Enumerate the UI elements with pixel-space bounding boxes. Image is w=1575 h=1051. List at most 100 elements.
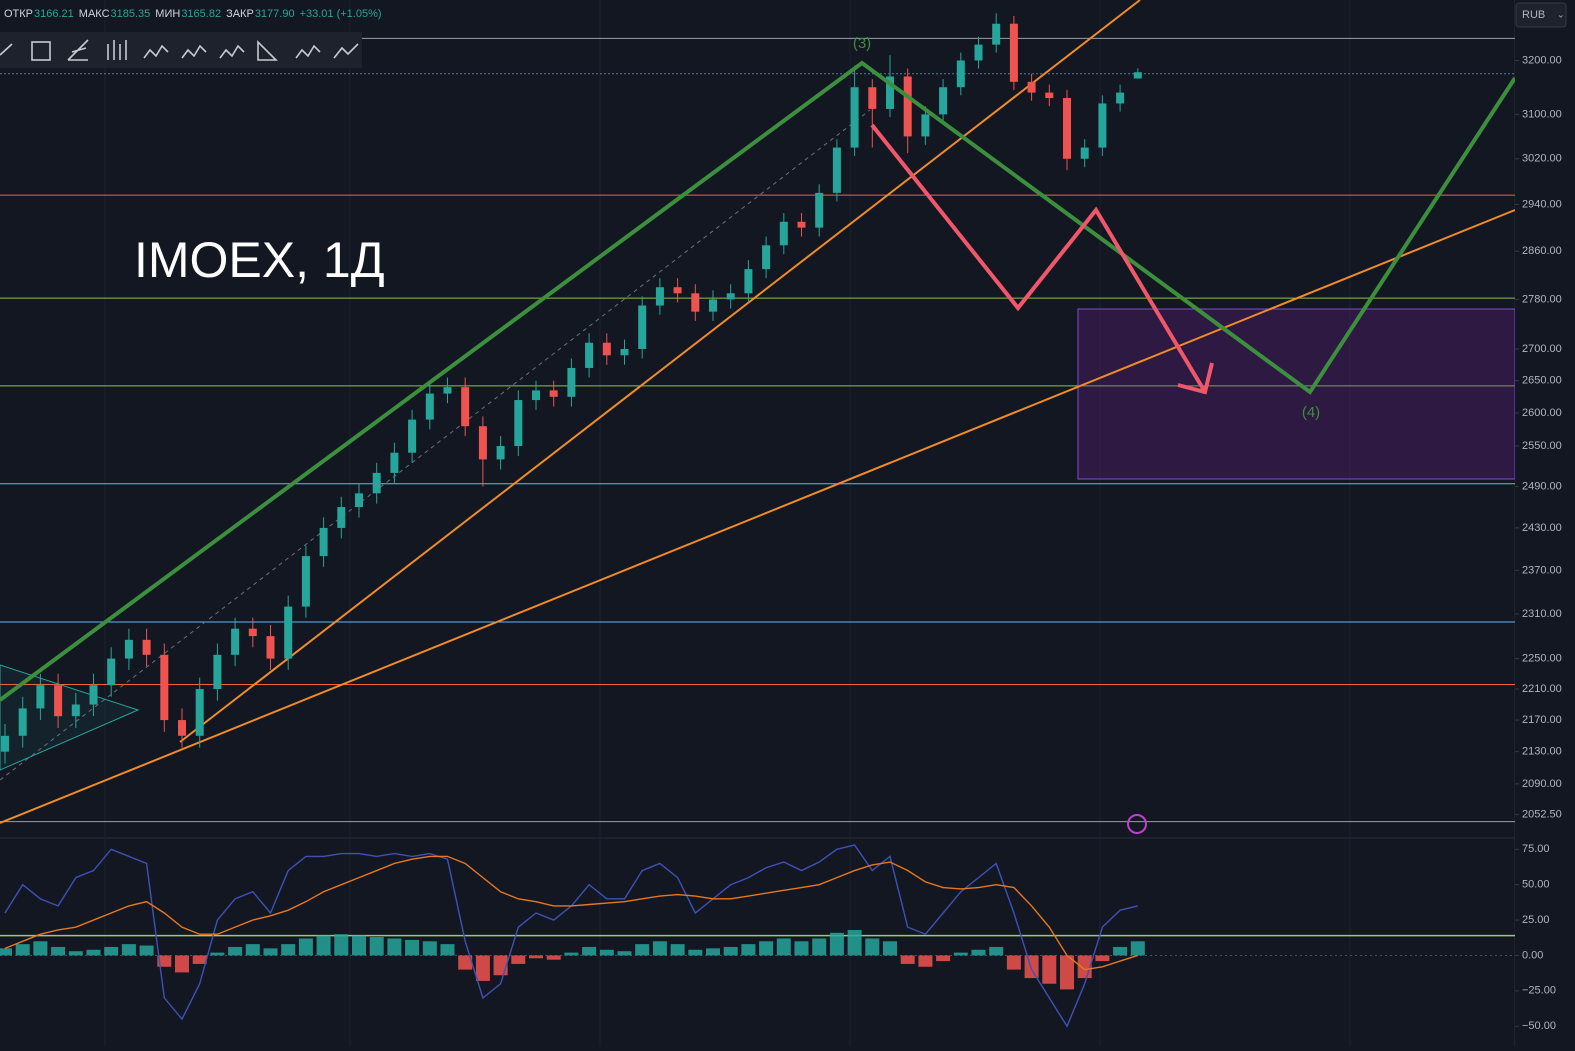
wave-label: (4) (1302, 404, 1320, 421)
forecast-arrowhead (1177, 362, 1214, 395)
toolbar-icons[interactable] (0, 39, 359, 61)
ohlc-value: 3185.35 (111, 8, 151, 20)
candle-body (673, 287, 682, 294)
candle-body (638, 305, 647, 349)
candle-body (54, 685, 63, 717)
y-tick-label: 2650.00 (1522, 375, 1562, 387)
histogram-bar (900, 955, 915, 964)
histogram-bar (971, 949, 986, 956)
candle-body (496, 446, 505, 460)
trend-line (179, 0, 1141, 743)
candle-body (974, 44, 983, 61)
y-tick-label: 2130.00 (1522, 746, 1562, 758)
histogram-bar (741, 944, 756, 956)
histogram-bar (139, 945, 154, 956)
ohlc-label: ОТКР (4, 8, 33, 20)
histogram-bar (1006, 955, 1021, 970)
histogram-bar (104, 946, 119, 956)
candle-body (832, 147, 841, 193)
candle-body (549, 390, 558, 397)
candle-body (1, 735, 9, 752)
histogram-bar (51, 946, 66, 956)
ohlc-label: МИН (155, 8, 180, 20)
y-tick-label: 0.00 (1522, 949, 1543, 961)
candle-body (602, 342, 611, 356)
wave-label: (3) (853, 35, 871, 52)
y-tick-label: 2310.00 (1522, 608, 1562, 620)
histogram-bar (387, 938, 402, 956)
candle-body (903, 76, 912, 137)
candle-body (744, 269, 753, 294)
candle-body (284, 606, 293, 659)
candle-body (337, 507, 346, 528)
histogram-bar (883, 941, 897, 956)
candle-body (1045, 92, 1054, 99)
histogram-bar (228, 946, 243, 956)
y-tick-label: 2170.00 (1522, 714, 1562, 726)
candle-body (372, 472, 381, 494)
candle-body (992, 23, 1001, 45)
currency-button[interactable] (1515, 2, 1567, 28)
event-icon[interactable] (1127, 814, 1147, 834)
y-tick-label: 2940.00 (1522, 198, 1562, 210)
candle-body (1116, 92, 1125, 104)
candle-body (178, 720, 186, 736)
candle-body (797, 221, 806, 228)
histogram-bar (847, 929, 862, 956)
y-tick-label: 3020.00 (1522, 153, 1562, 165)
candle-body (195, 689, 204, 736)
y-tick-label: −50.00 (1522, 1020, 1556, 1032)
histogram-bar (582, 946, 597, 956)
histogram-bar (316, 935, 331, 956)
histogram-bar (599, 949, 614, 956)
candle-body (266, 636, 275, 659)
histogram-bar (723, 946, 738, 956)
histogram-bar (776, 938, 791, 956)
candle-body (89, 685, 98, 705)
histogram-bar (1024, 955, 1039, 979)
candle-body (850, 87, 859, 148)
histogram-bar (529, 955, 543, 959)
histogram-bar (458, 955, 473, 970)
y-tick-label: 2860.00 (1522, 245, 1562, 257)
histogram-bar (175, 955, 189, 973)
ohlc-change: +33.01 (+1.05%) (300, 8, 382, 20)
y-tick-label: 2370.00 (1522, 564, 1562, 576)
histogram-bar (511, 955, 526, 964)
y-tick-label: 2052.50 (1522, 809, 1562, 821)
histogram-bar (759, 941, 774, 956)
candle-body (886, 76, 894, 109)
candle-body (18, 708, 27, 736)
candle-body (726, 293, 735, 300)
candle-body (319, 527, 328, 557)
candle-body (461, 387, 470, 427)
histogram-bar (936, 955, 951, 962)
candle-body (443, 387, 452, 394)
histogram-bar (68, 951, 83, 956)
histogram-bar (652, 941, 667, 956)
histogram-bar (1042, 955, 1057, 984)
histogram-bar (352, 935, 366, 956)
histogram-bar (298, 938, 313, 956)
candle-body (1133, 72, 1142, 79)
currency: RUB (1522, 9, 1545, 21)
candle-body (585, 342, 594, 368)
histogram-bar (210, 952, 225, 956)
y-tick-label: 2090.00 (1522, 778, 1562, 790)
histogram-bar (794, 941, 809, 956)
candle-body (779, 221, 788, 246)
candle-body (1027, 81, 1036, 93)
y-tick-label: 3100.00 (1522, 108, 1562, 120)
chart-title: IMOEX, 1Д (134, 232, 385, 288)
y-tick-label: 3200.00 (1522, 54, 1562, 66)
oscillator-line (4, 855, 1139, 971)
candle-body (425, 393, 434, 420)
y-tick-label: 25.00 (1522, 914, 1550, 926)
histogram-bar (281, 944, 296, 956)
candle-body (107, 658, 116, 686)
candle-body (231, 628, 240, 655)
candle-body (1080, 147, 1089, 159)
candle-body (1009, 23, 1018, 82)
